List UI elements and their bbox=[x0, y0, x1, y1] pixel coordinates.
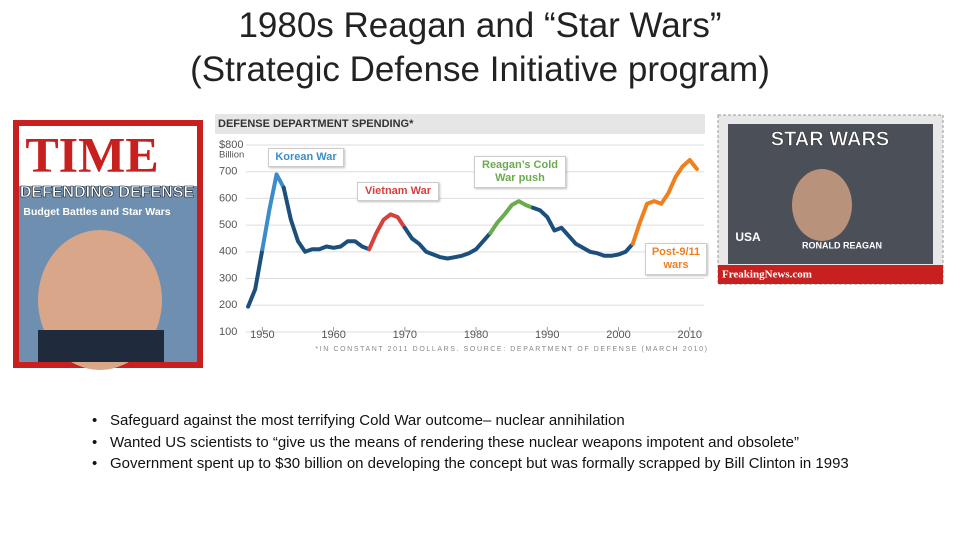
stamp-credit-bg bbox=[718, 265, 943, 284]
x-tick-label: 1990 bbox=[535, 329, 559, 341]
time-subhead: Budget Battles and Star Wars bbox=[23, 206, 170, 218]
time-masthead-bg bbox=[19, 126, 197, 186]
y-tick-label: 200 bbox=[219, 299, 237, 311]
spending-line bbox=[488, 199, 535, 236]
chart-title-bg bbox=[215, 114, 705, 134]
stamp-portrait bbox=[792, 169, 852, 241]
time-masthead: TIME bbox=[25, 126, 158, 182]
y-tick-label: $800 bbox=[219, 139, 243, 151]
y-tick-label: 600 bbox=[219, 192, 237, 204]
y-tick-label: 500 bbox=[219, 219, 237, 231]
x-tick-label: 1960 bbox=[321, 329, 345, 341]
spending-line bbox=[531, 205, 635, 258]
bullet: Safeguard against the most terrifying Co… bbox=[92, 410, 900, 432]
y-tick-label: 100 bbox=[219, 326, 237, 338]
annotation: Korean War bbox=[268, 148, 344, 167]
spending-line bbox=[246, 247, 265, 309]
y-tick-label: 300 bbox=[219, 272, 237, 284]
x-tick-label: 2000 bbox=[606, 329, 630, 341]
annotation: Reagan’s Cold War push bbox=[474, 156, 566, 188]
spending-line bbox=[402, 225, 493, 261]
spending-line bbox=[630, 158, 699, 246]
x-tick-label: 1950 bbox=[250, 329, 274, 341]
spending-line bbox=[281, 185, 372, 254]
x-tick-label: 2010 bbox=[678, 329, 702, 341]
annotation: Post-9/11 wars bbox=[645, 243, 707, 275]
x-tick-label: 1970 bbox=[393, 329, 417, 341]
chart-title: DEFENSE DEPARTMENT SPENDING* bbox=[218, 118, 414, 130]
bullet-list: Safeguard against the most terrifying Co… bbox=[92, 410, 900, 475]
slide-title-line: 1980s Reagan and “Star Wars” bbox=[238, 6, 722, 45]
plot: 100 200 300 400 500 600 700 $800 1950 1960 1970 198… bbox=[219, 139, 704, 341]
stamp-name: RONALD REAGAN bbox=[802, 240, 882, 250]
time-headline: DEFENDING DEFENSE bbox=[20, 184, 195, 201]
spending-line bbox=[260, 172, 286, 252]
bullet: Government spent up to $30 billion on de… bbox=[92, 453, 900, 475]
stamp-title: STAR WARS bbox=[771, 128, 890, 150]
chart-footnote: *IN CONSTANT 2011 DOLLARS. SOURCE: DEPAR… bbox=[315, 346, 708, 353]
y-tick-label: 700 bbox=[219, 166, 237, 178]
spending-line bbox=[367, 212, 407, 252]
portrait-suit bbox=[38, 330, 164, 362]
y-axis-label: Billion bbox=[219, 150, 244, 161]
stamp-country: USA bbox=[735, 230, 761, 244]
bullet: Wanted US scientists to “give us the mea… bbox=[92, 432, 900, 454]
y-tick-label: 400 bbox=[219, 246, 237, 258]
x-tick-label: 1980 bbox=[464, 329, 488, 341]
annotation: Vietnam War bbox=[357, 182, 439, 201]
stamp-credit: FreakingNews.com bbox=[722, 269, 812, 281]
slide-title-line: (Strategic Defense Initiative program) bbox=[190, 50, 770, 89]
